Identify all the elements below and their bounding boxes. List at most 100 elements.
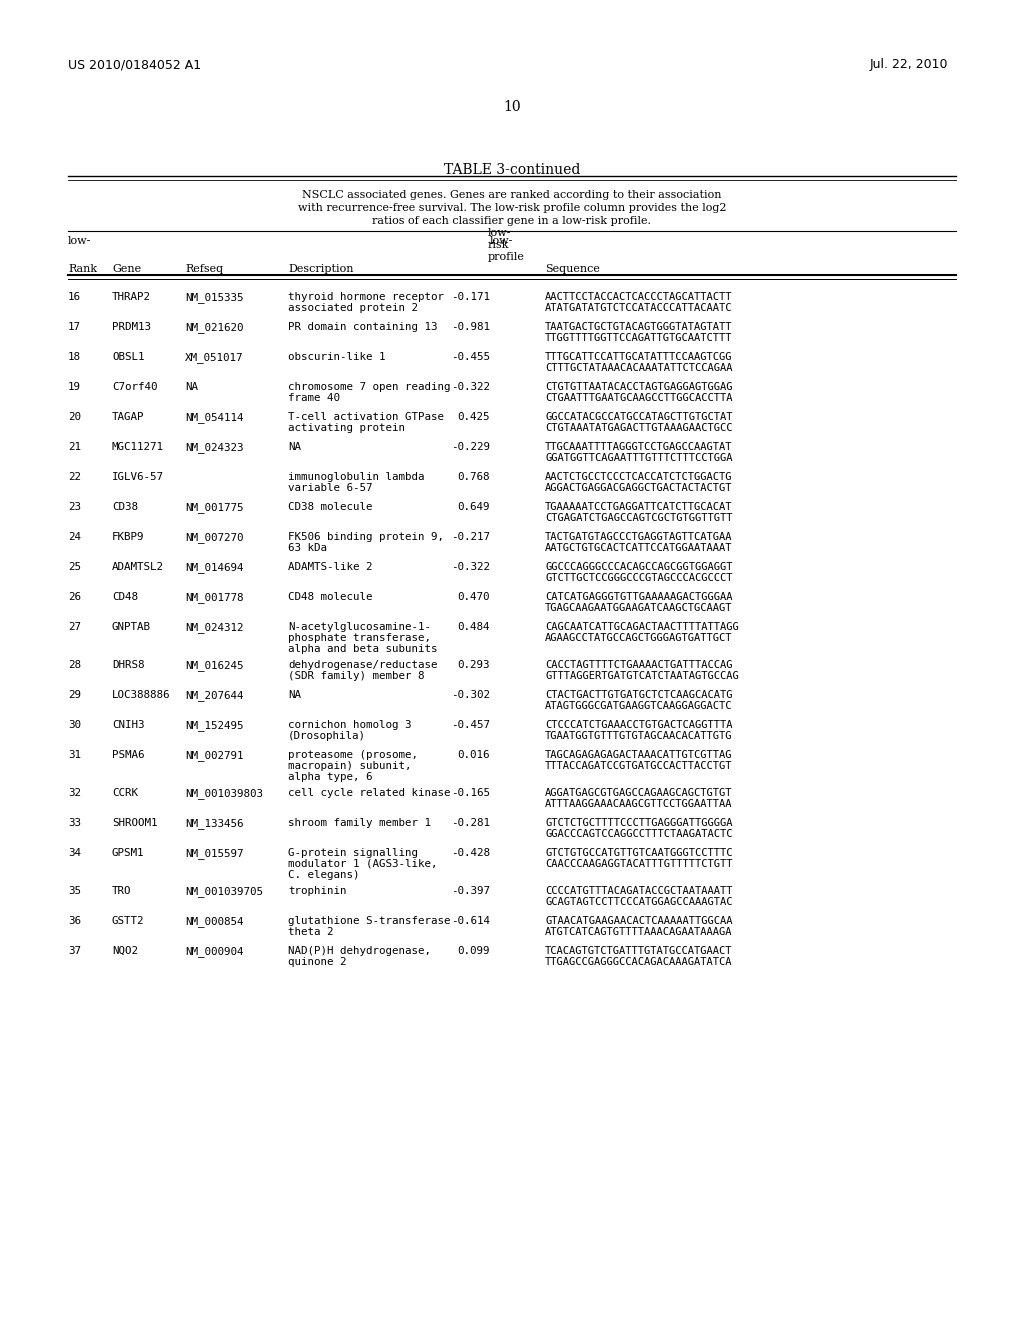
Text: 19: 19 (68, 381, 81, 392)
Text: CAACCCAAGAGGTACATTTGTTTTTCTGTT: CAACCCAAGAGGTACATTTGTTTTTCTGTT (545, 859, 732, 869)
Text: GTAACATGAAGAACACTCAAAAATTGGCAA: GTAACATGAAGAACACTCAAAAATTGGCAA (545, 916, 732, 927)
Text: GTCTTGCTCCGGGCCCGTAGCCCACGCCCT: GTCTTGCTCCGGGCCCGTAGCCCACGCCCT (545, 573, 732, 583)
Text: NM_152495: NM_152495 (185, 719, 244, 731)
Text: CD38: CD38 (112, 502, 138, 512)
Text: TTTGCATTCCATTGCATATTTCCAAGTCGG: TTTGCATTCCATTGCATATTTCCAAGTCGG (545, 352, 732, 362)
Text: TAGAP: TAGAP (112, 412, 144, 422)
Text: phosphate transferase,: phosphate transferase, (288, 634, 431, 643)
Text: US 2010/0184052 A1: US 2010/0184052 A1 (68, 58, 201, 71)
Text: CTGAATTTGAATGCAAGCCTTGGCACCTTA: CTGAATTTGAATGCAAGCCTTGGCACCTTA (545, 393, 732, 403)
Text: -0.322: -0.322 (451, 562, 490, 572)
Text: TGAAAAATCCTGAGGATTCATCTTGCACAT: TGAAAAATCCTGAGGATTCATCTTGCACAT (545, 502, 732, 512)
Text: MGC11271: MGC11271 (112, 442, 164, 451)
Text: TGAATGGTGTTTGTGTAGCAACACATTGTG: TGAATGGTGTTTGTGTAGCAACACATTGTG (545, 731, 732, 741)
Text: associated protein 2: associated protein 2 (288, 304, 418, 313)
Text: -0.217: -0.217 (451, 532, 490, 543)
Text: GCAGTAGTCCTTCCCATGGAGCCAAAGTAC: GCAGTAGTCCTTCCCATGGAGCCAAAGTAC (545, 898, 732, 907)
Text: TTTACCAGATCCGTGATGCCACTTACCTGT: TTTACCAGATCCGTGATGCCACTTACCTGT (545, 762, 732, 771)
Text: CATCATGAGGGTGTTGAAAAAGACTGGGAA: CATCATGAGGGTGTTGAAAAAGACTGGGAA (545, 591, 732, 602)
Text: 21: 21 (68, 442, 81, 451)
Text: -0.322: -0.322 (451, 381, 490, 392)
Text: -0.281: -0.281 (451, 818, 490, 828)
Text: GGACCCAGTCCAGGCCTTTCTAAGATACTC: GGACCCAGTCCAGGCCTTTCTAAGATACTC (545, 829, 732, 840)
Text: THRAP2: THRAP2 (112, 292, 151, 302)
Text: OBSL1: OBSL1 (112, 352, 144, 362)
Text: NM_015335: NM_015335 (185, 292, 244, 302)
Text: 32: 32 (68, 788, 81, 799)
Text: LOC388886: LOC388886 (112, 690, 171, 700)
Text: CCRK: CCRK (112, 788, 138, 799)
Text: GSTT2: GSTT2 (112, 916, 144, 927)
Text: 0.470: 0.470 (458, 591, 490, 602)
Text: obscurin-like 1: obscurin-like 1 (288, 352, 385, 362)
Text: low-: low- (490, 236, 513, 246)
Text: Description: Description (288, 264, 353, 275)
Text: alpha type, 6: alpha type, 6 (288, 772, 373, 781)
Text: C. elegans): C. elegans) (288, 870, 359, 880)
Text: profile: profile (488, 252, 525, 261)
Text: CACCTAGTTTTCTGAAAACTGATTTACCAG: CACCTAGTTTTCTGAAAACTGATTTACCAG (545, 660, 732, 671)
Text: ADAMTS-like 2: ADAMTS-like 2 (288, 562, 373, 572)
Text: (SDR family) member 8: (SDR family) member 8 (288, 671, 425, 681)
Text: NM_133456: NM_133456 (185, 818, 244, 829)
Text: quinone 2: quinone 2 (288, 957, 346, 968)
Text: TTGAGCCGAGGGCCACAGACAAAGATATCA: TTGAGCCGAGGGCCACAGACAAAGATATCA (545, 957, 732, 968)
Text: theta 2: theta 2 (288, 927, 334, 937)
Text: NM_024312: NM_024312 (185, 622, 244, 632)
Text: TRO: TRO (112, 886, 131, 896)
Text: NM_001039803: NM_001039803 (185, 788, 263, 799)
Text: TABLE 3-continued: TABLE 3-continued (443, 162, 581, 177)
Text: 63 kDa: 63 kDa (288, 543, 327, 553)
Text: activating protein: activating protein (288, 422, 406, 433)
Text: NM_002791: NM_002791 (185, 750, 244, 760)
Text: Rank: Rank (68, 264, 97, 275)
Text: 27: 27 (68, 622, 81, 632)
Text: C7orf40: C7orf40 (112, 381, 158, 392)
Text: -0.428: -0.428 (451, 847, 490, 858)
Text: TACTGATGTAGCCCTGAGGTAGTTCATGAA: TACTGATGTAGCCCTGAGGTAGTTCATGAA (545, 532, 732, 543)
Text: -0.981: -0.981 (451, 322, 490, 333)
Text: Jul. 22, 2010: Jul. 22, 2010 (870, 58, 948, 71)
Text: alpha and beta subunits: alpha and beta subunits (288, 644, 437, 653)
Text: NA: NA (288, 442, 301, 451)
Text: CNIH3: CNIH3 (112, 719, 144, 730)
Text: 37: 37 (68, 946, 81, 956)
Text: TCACAGTGTCTGATTTGTATGCCATGAACT: TCACAGTGTCTGATTTGTATGCCATGAACT (545, 946, 732, 956)
Text: -0.229: -0.229 (451, 442, 490, 451)
Text: Refseq: Refseq (185, 264, 223, 275)
Text: 16: 16 (68, 292, 81, 302)
Text: NM_015597: NM_015597 (185, 847, 244, 859)
Text: 23: 23 (68, 502, 81, 512)
Text: 29: 29 (68, 690, 81, 700)
Text: NAD(P)H dehydrogenase,: NAD(P)H dehydrogenase, (288, 946, 431, 956)
Text: CD48 molecule: CD48 molecule (288, 591, 373, 602)
Text: 0.425: 0.425 (458, 412, 490, 422)
Text: 0.484: 0.484 (458, 622, 490, 632)
Text: CTCCCATCTGAAACCTGTGACTCAGGTTTA: CTCCCATCTGAAACCTGTGACTCAGGTTTA (545, 719, 732, 730)
Text: TTGGTTTTGGTTCCAGATTGTGCAATCTTT: TTGGTTTTGGTTCCAGATTGTGCAATCTTT (545, 333, 732, 343)
Text: NM_001775: NM_001775 (185, 502, 244, 513)
Text: CD38 molecule: CD38 molecule (288, 502, 373, 512)
Text: T-cell activation GTPase: T-cell activation GTPase (288, 412, 444, 422)
Text: NM_000904: NM_000904 (185, 946, 244, 957)
Text: TAATGACTGCTGTACAGTGGGTATAGTATT: TAATGACTGCTGTACAGTGGGTATAGTATT (545, 322, 732, 333)
Text: low-: low- (68, 236, 91, 246)
Text: NQO2: NQO2 (112, 946, 138, 956)
Text: GNPTAB: GNPTAB (112, 622, 151, 632)
Text: 0.649: 0.649 (458, 502, 490, 512)
Text: -0.165: -0.165 (451, 788, 490, 799)
Text: 0.293: 0.293 (458, 660, 490, 671)
Text: 25: 25 (68, 562, 81, 572)
Text: dehydrogenase/reductase: dehydrogenase/reductase (288, 660, 437, 671)
Text: 34: 34 (68, 847, 81, 858)
Text: CTTTGCTATAAACACAAATATTCTCCAGAA: CTTTGCTATAAACACAAATATTCTCCAGAA (545, 363, 732, 374)
Text: AGAAGCCTATGCCAGCTGGGAGTGATTGCT: AGAAGCCTATGCCAGCTGGGAGTGATTGCT (545, 634, 732, 643)
Text: NM_021620: NM_021620 (185, 322, 244, 333)
Text: NM_016245: NM_016245 (185, 660, 244, 671)
Text: NM_007270: NM_007270 (185, 532, 244, 543)
Text: N-acetylglucosamine-1-: N-acetylglucosamine-1- (288, 622, 431, 632)
Text: AACTCTGCCTCCCTCACCATCTCTGGACTG: AACTCTGCCTCCCTCACCATCTCTGGACTG (545, 473, 732, 482)
Text: glutathione S-transferase: glutathione S-transferase (288, 916, 451, 927)
Text: G-protein signalling: G-protein signalling (288, 847, 418, 858)
Text: NSCLC associated genes. Genes are ranked according to their association: NSCLC associated genes. Genes are ranked… (302, 190, 722, 201)
